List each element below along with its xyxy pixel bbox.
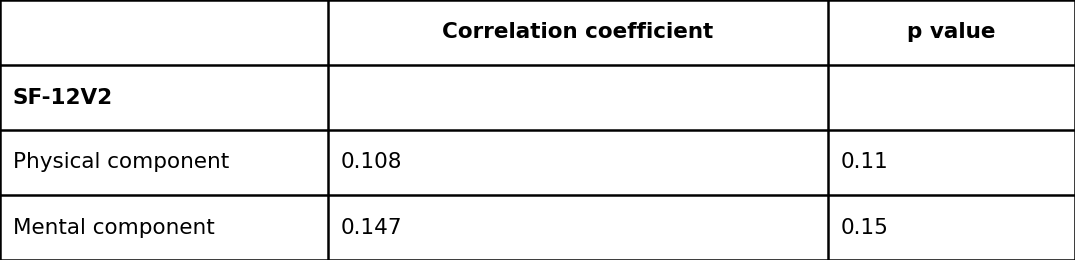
Text: p value: p value: [907, 23, 995, 42]
Text: SF-12V2: SF-12V2: [13, 88, 113, 107]
Text: Mental component: Mental component: [13, 218, 215, 237]
Text: Correlation coefficient: Correlation coefficient: [442, 23, 714, 42]
Text: 0.147: 0.147: [341, 218, 402, 237]
Text: Physical component: Physical component: [13, 153, 229, 172]
Text: 0.108: 0.108: [341, 153, 402, 172]
Text: 0.15: 0.15: [841, 218, 889, 237]
Text: 0.11: 0.11: [841, 153, 888, 172]
